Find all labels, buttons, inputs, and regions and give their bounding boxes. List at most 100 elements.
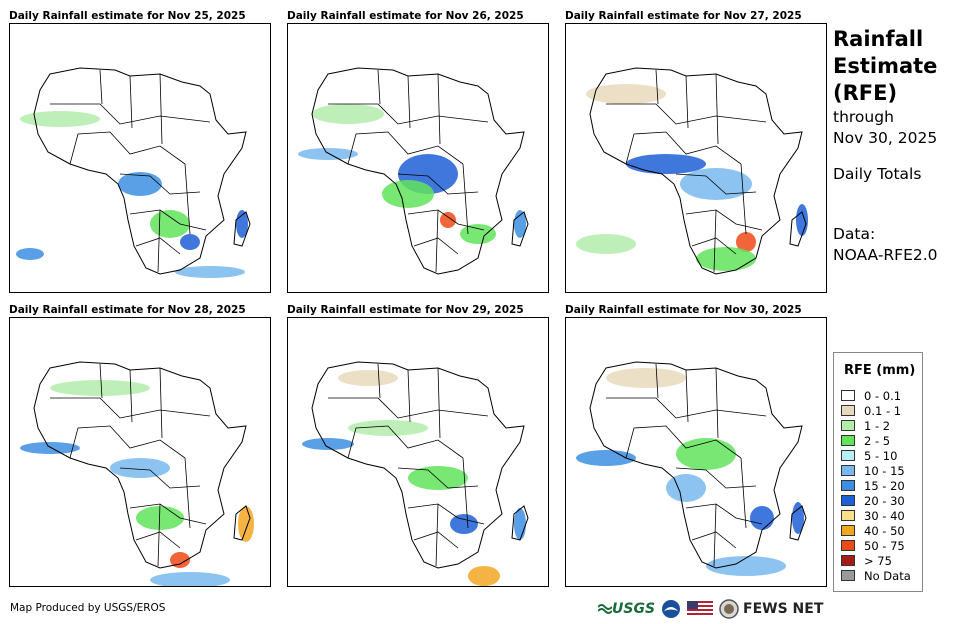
rainfall-map (287, 317, 549, 587)
rainfall-area (450, 514, 478, 534)
legend-item: 1 - 2 (841, 418, 890, 433)
info-data-label: Data: (833, 225, 876, 243)
rainfall-area (302, 438, 354, 450)
rainfall-map (9, 317, 271, 587)
rainfall-area (706, 556, 786, 576)
rainfall-area (16, 248, 44, 260)
africa-map-graphic (576, 361, 807, 576)
map-credit: Map Produced by USGS/EROS (10, 602, 166, 614)
legend-label: 10 - 15 (864, 463, 905, 478)
country-border (347, 425, 464, 459)
madagascar-outline (789, 211, 807, 247)
rainfall-area (696, 247, 756, 271)
country-border (691, 531, 737, 549)
country-border (157, 457, 191, 567)
state-dept-seal-icon (719, 599, 739, 619)
country-border (675, 173, 757, 195)
legend-label: 40 - 50 (864, 523, 905, 538)
legend-label: 15 - 20 (864, 478, 905, 493)
rainfall-area (606, 368, 686, 388)
legend-swatch (841, 405, 855, 416)
country-border (675, 467, 757, 489)
country-border (135, 237, 181, 255)
country-border (625, 131, 742, 165)
country-border (50, 397, 211, 419)
coastline (589, 67, 803, 275)
info-date: Nov 30, 2025 (833, 129, 938, 147)
rainfall-area (586, 84, 666, 104)
rainfall-area (468, 566, 500, 586)
country-border (407, 503, 485, 525)
panel-title: Daily Rainfall estimate for Nov 26, 2025 (287, 10, 524, 22)
rainfall-area (20, 442, 80, 454)
madagascar-outline (233, 211, 251, 247)
rainfall-area (676, 438, 736, 470)
us-flag-logo (687, 601, 714, 617)
noaa-logo (661, 599, 681, 619)
map-panel-nov-30: Daily Rainfall estimate for Nov 30, 2025 (565, 304, 827, 598)
country-border (328, 397, 489, 419)
legend-swatch (841, 450, 855, 461)
info-block: Rainfall Estimate (RFE) through Nov 30, … (833, 26, 963, 266)
legend-label: 20 - 30 (864, 493, 905, 508)
country-border (69, 425, 186, 459)
info-title-line: Rainfall (833, 27, 924, 51)
africa-map-graphic (302, 361, 529, 586)
info-title-line: Estimate (833, 54, 938, 78)
legend-swatch (841, 495, 855, 506)
country-border (99, 69, 163, 145)
legend-swatch (841, 435, 855, 446)
legend-swatch (841, 420, 855, 431)
map-panel-nov-29: Daily Rainfall estimate for Nov 29, 2025 (287, 304, 549, 598)
country-border (135, 531, 181, 549)
country-border (435, 457, 469, 567)
info-title-line: (RFE) (833, 81, 898, 105)
us-flag-icon (687, 601, 714, 617)
rainfall-area (750, 506, 774, 530)
map-panel-nov-27: Daily Rainfall estimate for Nov 27, 2025 (565, 10, 827, 304)
country-border (685, 209, 763, 231)
rainfall-area (348, 420, 428, 436)
legend-title: RFE (mm) (844, 363, 916, 378)
country-border (407, 209, 485, 231)
rainfall-area (298, 148, 358, 160)
legend-item: 2 - 5 (841, 433, 890, 448)
rainfall-area (338, 370, 398, 386)
legend-label: 5 - 10 (864, 448, 898, 463)
coastline (33, 67, 247, 275)
panel-title: Daily Rainfall estimate for Nov 29, 2025 (287, 304, 524, 316)
country-border (691, 237, 737, 255)
country-border (119, 467, 201, 489)
legend-item: 40 - 50 (841, 523, 905, 538)
rainfall-area (20, 111, 100, 127)
noaa-seal-icon (662, 600, 681, 618)
rainfall-area (576, 450, 636, 466)
country-border (606, 103, 767, 125)
country-border (129, 503, 207, 525)
africa-map-graphic (576, 67, 808, 275)
map-panel-nov-28: Daily Rainfall estimate for Nov 28, 2025 (9, 304, 271, 598)
country-border (119, 173, 201, 195)
country-border (606, 397, 767, 419)
coastline (589, 361, 803, 569)
rainfall-area (440, 212, 456, 228)
coastline (311, 67, 525, 275)
legend-item: 5 - 10 (841, 448, 897, 463)
legend-swatch (841, 525, 855, 536)
rainfall-area (180, 234, 200, 250)
legend-item: 0.1 - 1 (841, 403, 901, 418)
rainfall-area (792, 502, 804, 534)
rainfall-area (796, 204, 808, 236)
state-dept-logo: FEWS NET (719, 599, 823, 619)
country-border (129, 209, 207, 231)
rainfall-area (736, 232, 756, 252)
legend-label: 30 - 40 (864, 508, 905, 523)
legend-label: No Data (864, 568, 911, 583)
rainfall-area (150, 572, 230, 586)
info-totals: Daily Totals (833, 165, 922, 183)
madagascar-outline (233, 505, 251, 541)
africa-map-graphic (16, 67, 251, 278)
info-through: through (833, 108, 894, 126)
usgs-logo: USGS (598, 601, 655, 617)
coastline (33, 361, 247, 569)
